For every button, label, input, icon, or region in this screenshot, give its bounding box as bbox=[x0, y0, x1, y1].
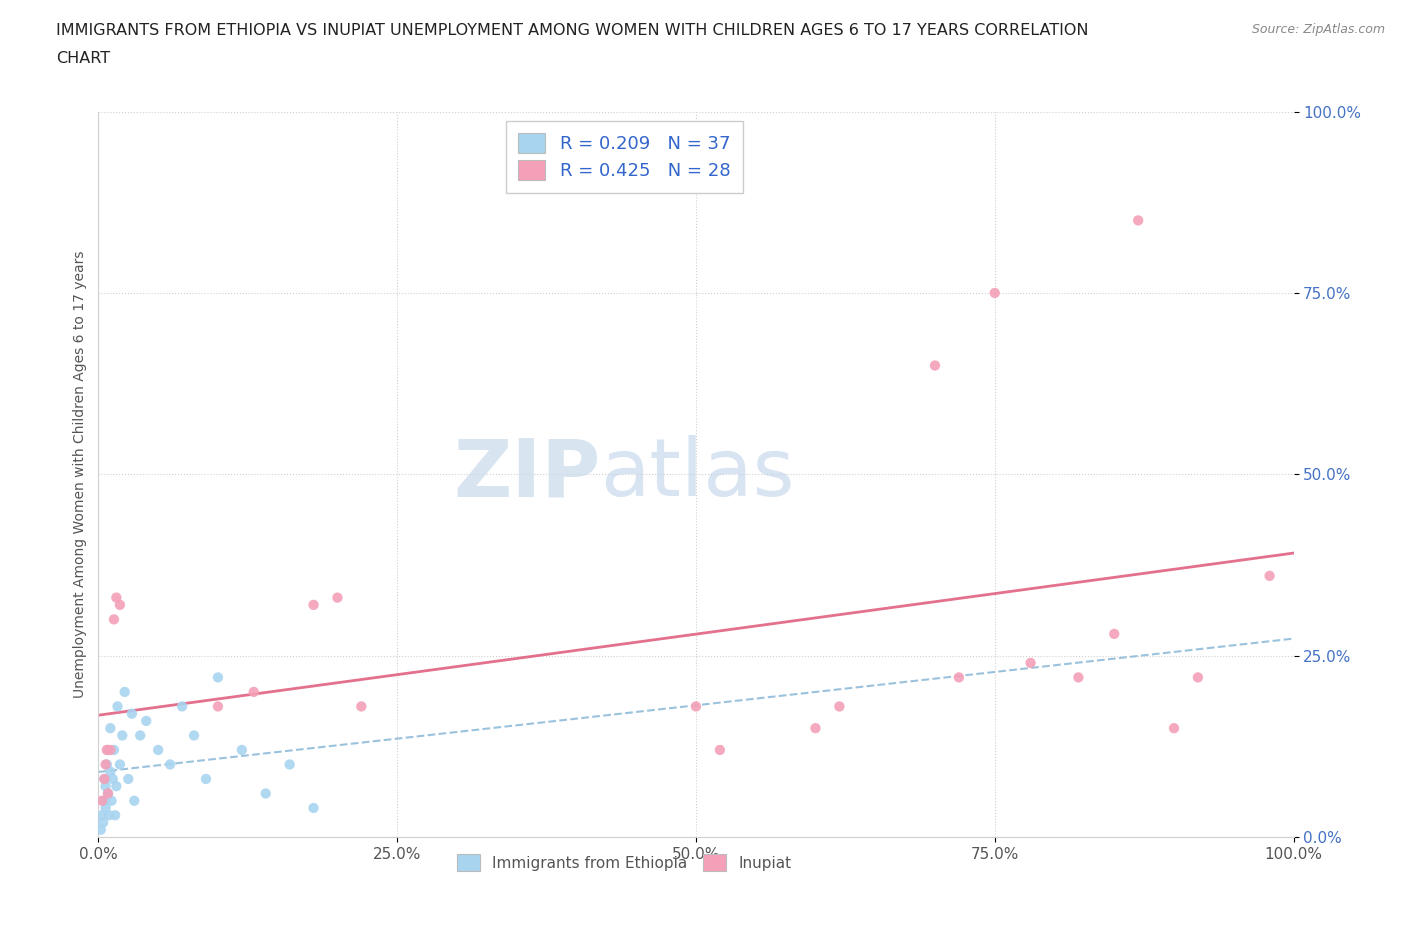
Point bbox=[101, 772, 124, 787]
Point bbox=[93, 793, 115, 808]
Point bbox=[231, 742, 253, 757]
Point bbox=[302, 801, 325, 816]
Point bbox=[685, 699, 707, 714]
Point bbox=[97, 786, 120, 801]
Point bbox=[159, 757, 181, 772]
Point bbox=[91, 793, 114, 808]
Point bbox=[93, 772, 115, 787]
Point bbox=[948, 670, 970, 684]
Point bbox=[97, 786, 120, 801]
Point bbox=[98, 764, 122, 779]
Text: ZIP: ZIP bbox=[453, 435, 600, 513]
Point bbox=[1104, 627, 1126, 642]
Point bbox=[828, 699, 851, 714]
Point bbox=[1163, 721, 1185, 736]
Point bbox=[1187, 670, 1209, 684]
Point bbox=[105, 591, 128, 605]
Point bbox=[94, 801, 117, 816]
Point bbox=[326, 591, 349, 605]
Point bbox=[94, 757, 117, 772]
Point bbox=[195, 772, 218, 787]
Point bbox=[207, 670, 229, 684]
Point bbox=[103, 742, 125, 757]
Point bbox=[243, 684, 266, 699]
Point bbox=[124, 793, 146, 808]
Point bbox=[96, 742, 118, 757]
Point bbox=[183, 728, 205, 743]
Point bbox=[121, 706, 143, 721]
Point bbox=[93, 772, 115, 787]
Point bbox=[108, 757, 131, 772]
Point bbox=[98, 742, 122, 757]
Text: CHART: CHART bbox=[56, 51, 110, 66]
Point bbox=[804, 721, 827, 736]
Point bbox=[111, 728, 134, 743]
Point bbox=[114, 684, 136, 699]
Point bbox=[107, 699, 129, 714]
Point bbox=[96, 757, 118, 772]
Point bbox=[94, 778, 117, 793]
Point bbox=[129, 728, 152, 743]
Text: IMMIGRANTS FROM ETHIOPIA VS INUPIAT UNEMPLOYMENT AMONG WOMEN WITH CHILDREN AGES : IMMIGRANTS FROM ETHIOPIA VS INUPIAT UNEM… bbox=[56, 23, 1088, 38]
Point bbox=[924, 358, 946, 373]
Point bbox=[1067, 670, 1090, 684]
Point bbox=[100, 793, 122, 808]
Point bbox=[278, 757, 301, 772]
Y-axis label: Unemployment Among Women with Children Ages 6 to 17 years: Unemployment Among Women with Children A… bbox=[73, 250, 87, 698]
Point bbox=[1128, 213, 1150, 228]
Point bbox=[148, 742, 170, 757]
Point bbox=[254, 786, 277, 801]
Point bbox=[350, 699, 373, 714]
Point bbox=[105, 778, 128, 793]
Point bbox=[97, 742, 120, 757]
Text: atlas: atlas bbox=[600, 435, 794, 513]
Point bbox=[135, 713, 157, 728]
Point bbox=[104, 808, 127, 823]
Point bbox=[91, 815, 114, 830]
Point bbox=[91, 808, 114, 823]
Point bbox=[90, 822, 112, 837]
Text: Source: ZipAtlas.com: Source: ZipAtlas.com bbox=[1251, 23, 1385, 36]
Point bbox=[172, 699, 194, 714]
Point bbox=[1019, 656, 1042, 671]
Point bbox=[108, 597, 131, 612]
Point bbox=[984, 286, 1007, 300]
Point bbox=[302, 597, 325, 612]
Point bbox=[98, 721, 122, 736]
Point bbox=[709, 742, 731, 757]
Legend: Immigrants from Ethiopia, Inupiat: Immigrants from Ethiopia, Inupiat bbox=[449, 845, 800, 880]
Point bbox=[207, 699, 229, 714]
Point bbox=[98, 808, 121, 823]
Point bbox=[117, 772, 139, 787]
Point bbox=[1258, 568, 1281, 583]
Point bbox=[103, 612, 125, 627]
